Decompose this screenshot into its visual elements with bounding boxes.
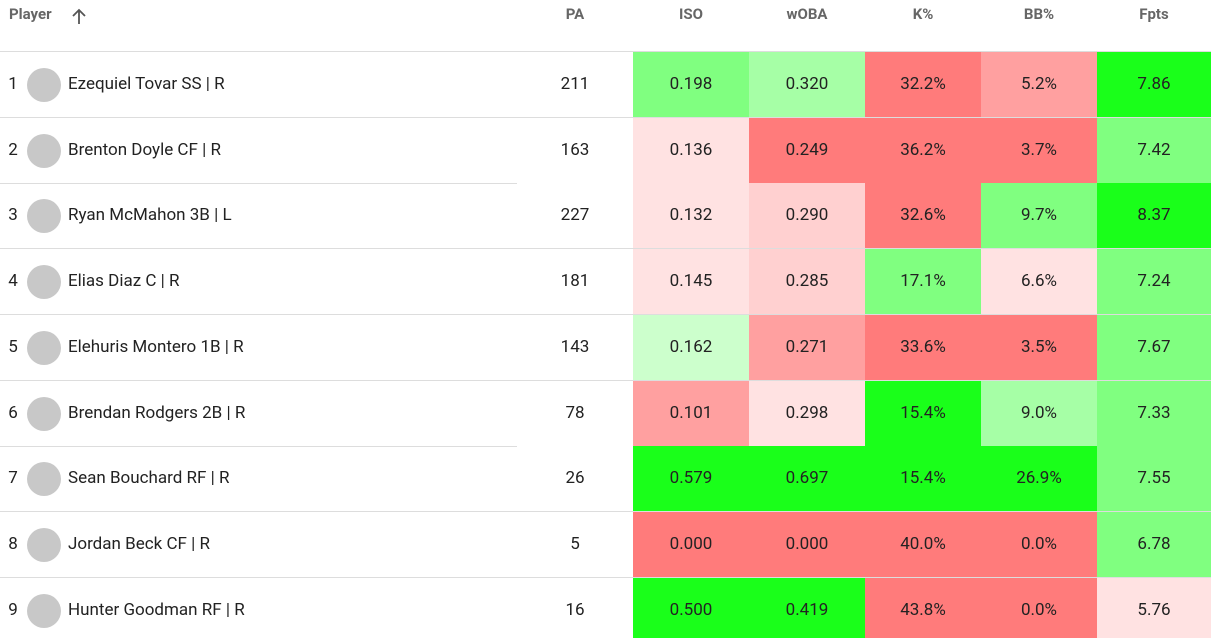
player-name[interactable]: Sean Bouchard RF | R [68,468,230,489]
table-row: 26 0.579 0.697 15.4% 26.9% 7.55 7 Sean Bouchard… [0,446,1211,513]
header-cell[interactable]: wOBA [749,0,865,52]
table-row: 5 0.000 0.000 40.0% 0.0% 6.78 8 Jordan Beck CF … [0,511,1211,578]
avatar [27,265,61,300]
stat-cell: 0.320 [749,52,865,117]
stat-cell: 78 [517,380,633,446]
stat-cell: 7.55 [1097,446,1211,512]
header-cell[interactable]: PA [517,0,633,52]
stat-cell: 33.6% [865,314,981,380]
stat-cell: 0.000 [749,511,865,577]
avatar [27,68,61,102]
stat-cell: 0.249 [749,117,865,183]
table-row: 211 0.198 0.320 32.2% 5.2% 7.86 1 Ezequiel Tova… [0,52,1211,118]
table-row: 181 0.145 0.285 17.1% 6.6% 7.24 4 Elias Diaz C … [0,249,1211,316]
stat-cell: 5.2% [981,52,1097,117]
stat-cell: 0.285 [749,249,865,315]
stat-cell: 0.579 [633,446,749,512]
avatar [27,133,61,168]
stat-cell: 0.000 [633,511,749,577]
stat-cell: 0.697 [749,446,865,512]
avatar [27,330,61,365]
player-name[interactable]: Brenton Doyle CF | R [68,139,221,160]
rank: 1 [8,74,18,94]
stat-cell: 16 [517,577,633,638]
stat-cell: 15.4% [865,446,981,512]
stat-cell: 5.76 [1097,577,1211,638]
header-cell[interactable]: BB% [981,0,1097,52]
rank: 4 [8,271,18,292]
stat-cell: 9.7% [981,183,1097,249]
stat-cell: 7.42 [1097,117,1211,183]
stat-cell: 26.9% [981,446,1097,512]
stat-cell: 0.419 [749,577,865,638]
header-cell[interactable]: ISO [633,0,749,52]
stat-cell: 0.145 [633,249,749,315]
stat-cell: 0.500 [633,577,749,638]
stat-cell: 0.162 [633,314,749,380]
stat-cell: 7.67 [1097,314,1211,380]
stat-cell: 5 [517,511,633,577]
stat-cell: 0.101 [633,380,749,446]
stat-cell: 0.298 [749,380,865,446]
header-cell[interactable]: K% [865,0,981,52]
player-name[interactable]: Elehuris Montero 1B | R [68,336,244,357]
stat-cell: 143 [517,314,633,380]
stat-cell: 7.33 [1097,380,1211,446]
player-name[interactable]: Brendan Rodgers 2B | R [68,402,246,423]
stat-cell: 8.37 [1097,183,1211,249]
table-row: 227 0.132 0.290 32.6% 9.7% 8.37 3 Ryan McMahon … [0,183,1211,250]
player-name[interactable]: Ryan McMahon 3B | L [68,205,232,226]
stat-cell: 0.136 [633,117,749,183]
stat-cell: 6.6% [981,249,1097,315]
rank: 6 [8,402,18,423]
stat-cell: 0.198 [633,52,749,117]
stat-cell: 7.24 [1097,249,1211,315]
table-row: 16 0.500 0.419 43.8% 0.0% 5.76 9 Hunter Goodman… [0,577,1211,638]
header-cell[interactable]: Player [0,0,517,52]
rank: 2 [8,139,18,160]
sort-arrow[interactable] [69,7,89,27]
stat-cell: 211 [517,52,633,117]
player-name[interactable]: Ezequiel Tovar SS | R [68,74,225,94]
stat-cell: 181 [517,249,633,315]
avatar [27,199,61,234]
stat-cell: 6.78 [1097,511,1211,577]
avatar [27,593,61,628]
header-cell[interactable]: Fpts [1097,0,1211,52]
avatar [27,396,61,431]
stat-cell: 0.290 [749,183,865,249]
avatar [27,527,61,562]
rank: 3 [8,205,18,226]
stat-cell: 0.271 [749,314,865,380]
rank: 7 [8,468,18,489]
stat-cell: 9.0% [981,380,1097,446]
rank: 9 [8,599,18,620]
table-row: 78 0.101 0.298 15.4% 9.0% 7.33 6 Brendan Rodger… [0,380,1211,447]
table-row: 163 0.136 0.249 36.2% 3.7% 7.42 2 Brenton Doyle… [0,117,1211,184]
stat-cell: 43.8% [865,577,981,638]
stat-cell: 32.6% [865,183,981,249]
stat-cell: 227 [517,183,633,249]
stat-cell: 36.2% [865,117,981,183]
stat-cell: 17.1% [865,249,981,315]
player-name[interactable]: Hunter Goodman RF | R [68,599,245,620]
stat-cell: 40.0% [865,511,981,577]
stat-cell: 163 [517,117,633,183]
stat-cell: 15.4% [865,380,981,446]
stat-cell: 26 [517,446,633,512]
stat-cell: 32.2% [865,52,981,117]
player-name[interactable]: Elias Diaz C | R [68,271,180,292]
stat-cell: 3.7% [981,117,1097,183]
table-row: 143 0.162 0.271 33.6% 3.5% 7.67 5 Elehuris Mont… [0,314,1211,381]
rank: 8 [8,533,18,554]
stat-cell: 0.0% [981,577,1097,638]
stat-cell: 3.5% [981,314,1097,380]
stat-cell: 0.0% [981,511,1097,577]
rank: 5 [8,336,18,357]
stat-cell: 0.132 [633,183,749,249]
avatar [27,462,61,497]
player-name[interactable]: Jordan Beck CF | R [68,533,210,554]
stat-cell: 7.86 [1097,52,1211,117]
